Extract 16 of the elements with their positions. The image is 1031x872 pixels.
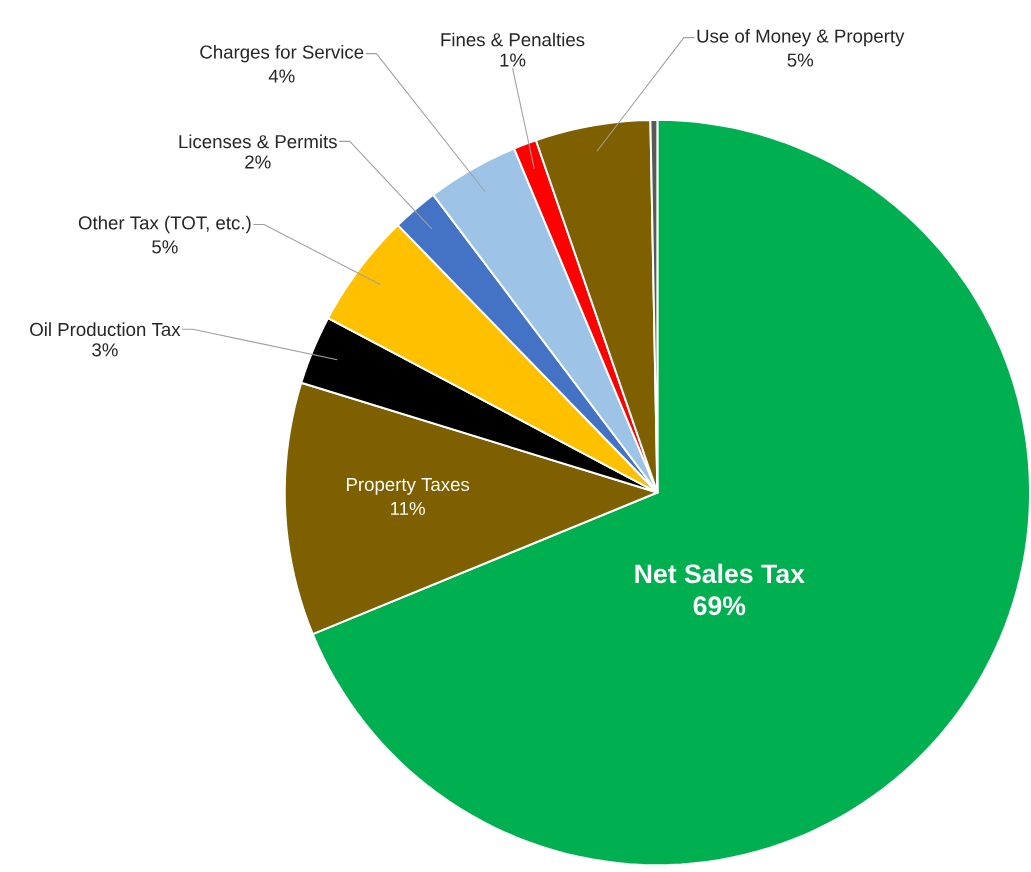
slice-label: Charges for Service — [200, 44, 364, 63]
slice-label: Licenses & Permits — [179, 134, 337, 149]
data-label: 4% — [268, 69, 295, 83]
data-label: 3% — [92, 343, 118, 357]
data-label: 5% — [152, 240, 178, 254]
slice-label: Property Taxes — [346, 477, 470, 495]
slice-label: Use of Money & Property — [697, 28, 905, 47]
data-label: 1% — [500, 53, 526, 67]
data-label: 5% — [787, 53, 814, 67]
data-label: 11% — [391, 501, 425, 515]
data-label: 2% — [245, 155, 271, 169]
slice-label: Fines & Penalties — [441, 32, 585, 47]
slice-label: Other Tax (TOT, etc.) — [78, 215, 251, 234]
data-label: 69% — [693, 596, 746, 616]
slice-label: Oil Production Tax — [30, 322, 181, 336]
slice-label: Net Sales Tax — [635, 563, 805, 584]
